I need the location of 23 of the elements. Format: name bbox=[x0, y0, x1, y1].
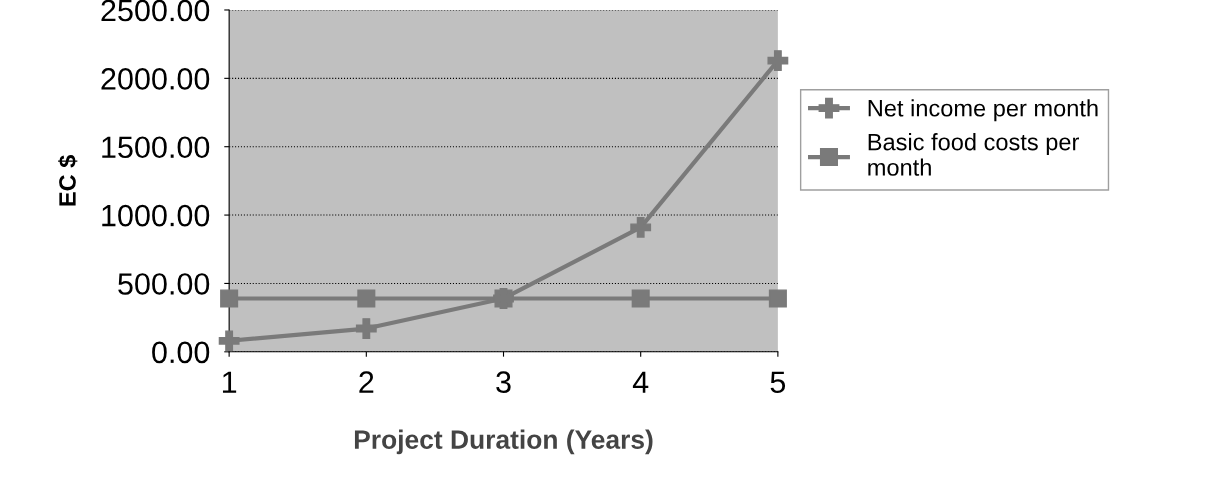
y-tick-label: 2500.00 bbox=[101, 0, 210, 22]
point bbox=[631, 289, 650, 308]
point bbox=[357, 289, 376, 308]
point bbox=[355, 318, 377, 339]
legend-label: Net income per month bbox=[868, 99, 1098, 122]
x-tick-label: 5 bbox=[770, 371, 786, 393]
point bbox=[218, 330, 240, 352]
point bbox=[768, 289, 787, 308]
point bbox=[767, 50, 789, 71]
x-tick-label: 1 bbox=[222, 371, 237, 393]
y-tick-label: 1500.00 bbox=[102, 136, 210, 159]
y-tick-label: 1000.00 bbox=[102, 204, 210, 227]
y-tick-label: 500.00 bbox=[118, 273, 210, 295]
x-tick-label: 2 bbox=[359, 371, 374, 393]
point bbox=[220, 289, 239, 308]
legend-label: Basic food costs per month bbox=[868, 133, 1079, 176]
y-axis-title: EC $ bbox=[58, 154, 78, 206]
y-tick-label: 2000.00 bbox=[101, 68, 210, 90]
x-axis-title: Project Duration (Years) bbox=[354, 429, 653, 455]
point bbox=[630, 216, 652, 238]
x-tick-label: 3 bbox=[496, 371, 511, 393]
y-tick-label: 0.00 bbox=[152, 341, 210, 364]
x-tick-label: 4 bbox=[632, 371, 649, 393]
